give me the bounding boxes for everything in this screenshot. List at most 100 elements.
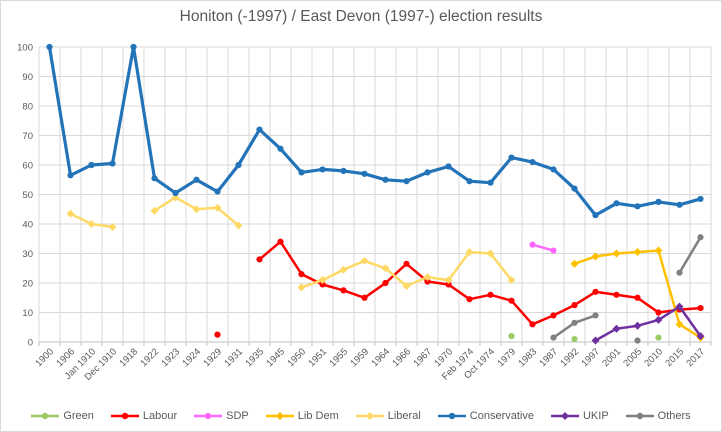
data-point-labour [256,256,263,263]
x-axis-tick-label: 2001 [600,346,623,369]
y-axis-tick-label: 50 [22,190,33,201]
data-point-conservative [697,195,704,203]
x-axis-tick-label: 1945 [264,346,287,369]
data-point-conservative [67,172,74,179]
x-axis-tick-label: 1931 [222,346,245,369]
data-point-ukip [591,336,600,345]
data-point-conservative [277,145,284,152]
data-point-conservative [487,179,494,186]
chart-legend: Green Labour SDP Lib Dem Liberal Conservative… [1,410,721,422]
x-axis-tick-label: 1951 [306,346,329,369]
data-point-labour [655,309,662,316]
legend-item-liberal: Liberal [355,410,421,422]
data-point-labour [613,291,620,298]
data-point-green [655,334,662,341]
data-point-others [676,269,683,276]
data-point-liberal [444,276,453,285]
data-point-conservative [319,166,326,173]
data-point-green [508,333,515,340]
x-axis-tick-label: 1966 [390,346,413,369]
legend-item-green: Green [31,410,94,422]
x-axis-tick-label: 2005 [621,346,644,369]
data-point-green [571,335,578,343]
data-point-liberal [150,206,159,215]
y-axis-tick-label: 30 [22,249,33,260]
x-axis-tick-label: 1900 [33,346,56,369]
data-point-conservative [46,43,53,51]
data-point-labour [508,297,515,304]
y-axis-tick-label: 10 [22,308,33,319]
legend-item-others: Others [625,410,691,422]
ukip-legend-glyph [550,412,579,420]
x-axis-tick-label: 1955 [327,346,350,369]
data-point-others [550,334,557,341]
data-point-ukip [675,302,684,311]
data-point-liberal [87,220,96,228]
legend-item-labour: Labour [110,410,178,422]
data-point-conservative [445,163,452,170]
data-point-ukip [654,315,663,324]
x-axis-tick-label: 1923 [159,346,182,369]
data-point-conservative [676,201,683,208]
data-point-sdp [550,247,557,254]
x-axis-tick-label: 1967 [411,346,434,369]
data-point-labour [403,260,410,267]
data-point-liberal [66,209,75,218]
data-point-labour [382,279,389,287]
data-point-conservative [550,166,557,173]
data-point-conservative [508,154,515,161]
legend-label: Liberal [387,410,421,422]
data-point-conservative [655,198,662,205]
data-point-conservative [571,185,578,192]
data-point-liberal [192,205,201,214]
data-point-conservative [592,212,599,219]
data-point-conservative [403,178,410,185]
data-point-conservative [214,188,221,195]
data-point-labour [340,287,347,294]
legend-label: Lib Dem [297,410,339,422]
y-axis-tick-label: 40 [22,220,33,231]
data-point-lib-dem [633,248,642,257]
chart-title: Honiton (-1997) / East Devon (1997-) ele… [179,8,543,25]
x-axis-tick-label: 2017 [684,346,707,369]
x-axis-tick-label: 1987 [537,346,560,369]
data-point-ukip [612,324,621,333]
data-point-conservative [361,170,368,177]
data-point-labour [214,331,221,338]
data-point-conservative [151,175,158,182]
data-point-others [571,319,578,326]
green-legend-glyph [31,412,60,420]
data-point-lib-dem [570,259,579,268]
data-point-liberal [465,248,474,257]
data-point-labour [466,296,473,303]
data-point-labour [424,278,431,285]
data-point-conservative [172,189,179,197]
legend-item-sdp: SDP [194,410,249,422]
data-point-conservative [424,169,431,176]
x-axis-tick-label: 1924 [180,346,203,369]
x-axis-tick-label: 1983 [516,346,539,369]
data-point-liberal [171,193,180,202]
data-point-sdp [529,241,536,248]
data-point-conservative [634,203,641,210]
legend-label: Labour [142,410,178,422]
x-axis-tick-label: 1922 [138,346,161,369]
series-line-conservative [47,45,703,217]
data-point-liberal [360,256,369,265]
x-axis-tick-label: 2010 [642,346,665,369]
others-legend-glyph [625,412,654,420]
conservative-legend-glyph [437,412,466,420]
data-point-liberal [486,249,495,258]
data-point-conservative [382,176,389,183]
x-axis-tick-label: 1959 [348,346,371,369]
y-axis-tick-label: 90 [22,72,33,83]
legend-label: Green [63,410,94,422]
data-point-conservative [298,169,305,176]
data-point-lib-dem [591,252,600,261]
data-point-liberal [339,265,348,274]
legend-item-ukip: UKIP [550,410,609,422]
y-axis-tick-label: 0 [28,338,33,349]
x-axis-tick-label: 1997 [579,346,602,369]
liberal-legend-glyph [355,412,384,420]
data-point-conservative [109,160,116,167]
